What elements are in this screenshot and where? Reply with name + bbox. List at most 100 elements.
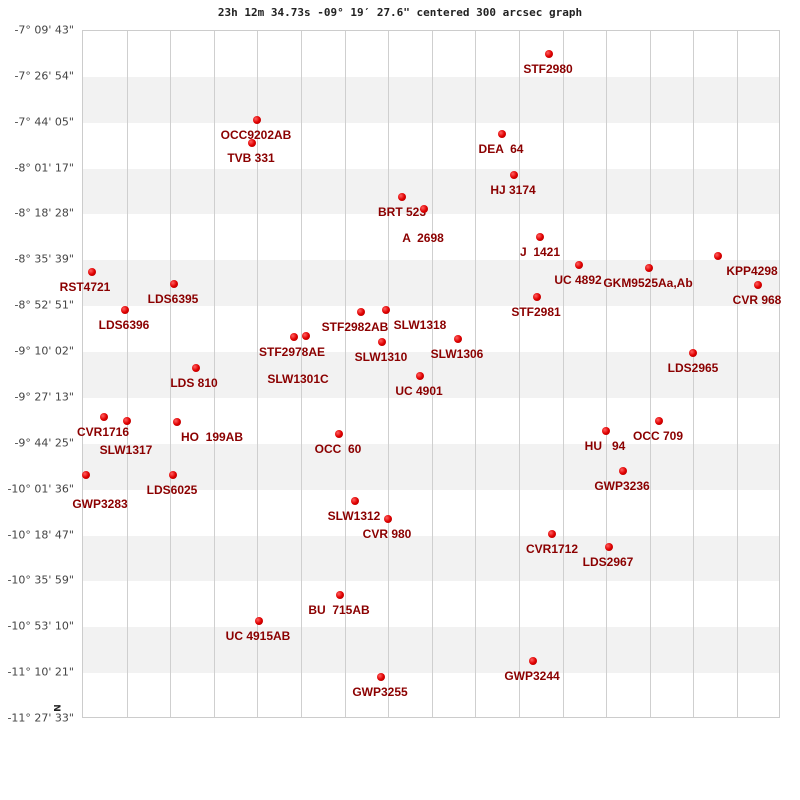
star-point[interactable] <box>536 233 544 241</box>
star-label: GWP3255 <box>352 685 408 699</box>
star-point[interactable] <box>605 543 613 551</box>
star-point[interactable] <box>336 591 344 599</box>
star-point[interactable] <box>123 417 131 425</box>
star-label: BU 715AB <box>308 603 370 617</box>
star-label: STF2981 <box>511 305 561 319</box>
star-point[interactable] <box>498 130 506 138</box>
y-tick-label: -9° 44' 25" <box>14 436 74 450</box>
star-point[interactable] <box>255 617 263 625</box>
star-label: HO 199AB <box>180 430 244 444</box>
star-point[interactable] <box>545 50 553 58</box>
grid-line-vertical <box>737 31 738 717</box>
star-label: KPP4298 <box>726 264 778 278</box>
star-label: STF2978AE <box>258 345 326 359</box>
y-tick-label: -10° 53' 10" <box>7 619 74 633</box>
star-point[interactable] <box>416 372 424 380</box>
star-point[interactable] <box>357 308 365 316</box>
star-point[interactable] <box>510 171 518 179</box>
y-tick-label: -10° 35' 59" <box>7 573 74 587</box>
grid-line-vertical <box>475 31 477 717</box>
grid-line-vertical <box>693 31 695 717</box>
star-label: OCC9202AB <box>220 128 292 142</box>
star-label: SLW1310 <box>354 350 408 364</box>
star-label: LDS6025 <box>146 483 198 497</box>
star-point[interactable] <box>575 261 583 269</box>
y-tick-label: -8° 52' 51" <box>14 298 74 312</box>
star-label: CVR1716 <box>76 425 130 439</box>
star-label: CVR 968 <box>732 293 782 307</box>
star-label: A 2698 <box>402 231 444 245</box>
star-point[interactable] <box>398 193 406 201</box>
star-point[interactable] <box>100 413 108 421</box>
star-point[interactable] <box>420 205 428 213</box>
star-label: UC 4901 <box>395 384 443 398</box>
star-point[interactable] <box>377 673 385 681</box>
star-point[interactable] <box>192 364 200 372</box>
star-point[interactable] <box>169 471 177 479</box>
star-point[interactable] <box>248 139 256 147</box>
grid-band <box>83 535 779 582</box>
star-point[interactable] <box>714 252 722 260</box>
star-point[interactable] <box>602 427 610 435</box>
star-label: LDS2965 <box>667 361 719 375</box>
star-label: GWP3283 <box>72 497 128 511</box>
grid-line-vertical <box>213 31 215 717</box>
star-label: SLW1312 <box>327 509 381 523</box>
star-label: SLW1318 <box>393 318 447 332</box>
grid-band <box>83 76 779 123</box>
star-label: LDS6395 <box>147 292 199 306</box>
grid-line-vertical <box>344 31 346 717</box>
grid-line-vertical <box>170 31 172 717</box>
star-label: RST4721 <box>59 280 111 294</box>
grid-line-vertical <box>431 31 433 717</box>
grid-line-vertical <box>649 31 651 717</box>
star-point[interactable] <box>88 268 96 276</box>
star-point[interactable] <box>655 417 663 425</box>
grid-line-vertical <box>388 31 390 717</box>
star-point[interactable] <box>253 116 261 124</box>
grid-line-vertical <box>126 31 128 717</box>
star-point[interactable] <box>82 471 90 479</box>
star-label: GWP3236 <box>594 479 650 493</box>
y-tick-label: -11° 10' 21" <box>7 665 74 679</box>
star-point[interactable] <box>529 657 537 665</box>
star-label: CVR1712 <box>525 542 579 556</box>
star-label: UC 4892 <box>554 273 602 287</box>
star-label: LDS2967 <box>582 555 634 569</box>
star-point[interactable] <box>335 430 343 438</box>
star-label: OCC 709 <box>632 429 684 443</box>
star-point[interactable] <box>173 418 181 426</box>
star-point[interactable] <box>384 515 392 523</box>
star-label: GWP3244 <box>504 669 560 683</box>
grid-line-vertical <box>606 31 608 717</box>
star-point[interactable] <box>689 349 697 357</box>
star-label: CVR 980 <box>362 527 412 541</box>
star-point[interactable] <box>121 306 129 314</box>
star-point[interactable] <box>290 333 298 341</box>
star-point[interactable] <box>378 338 386 346</box>
star-label: GKM9525Aa,Ab <box>603 276 693 290</box>
star-label: BRT 523 <box>377 205 427 219</box>
grid-band <box>83 443 779 490</box>
star-label: STF2982AB <box>321 320 389 334</box>
star-label: HU 94 <box>584 439 626 453</box>
grid-line-vertical <box>257 31 259 717</box>
star-label: LDS 810 <box>170 376 218 390</box>
grid-line-vertical <box>519 31 520 717</box>
star-point[interactable] <box>351 497 359 505</box>
star-label: DEA 64 <box>478 142 524 156</box>
star-point[interactable] <box>382 306 390 314</box>
star-label: HJ 3174 <box>490 183 536 197</box>
star-point[interactable] <box>619 467 627 475</box>
star-point[interactable] <box>302 332 310 340</box>
star-point[interactable] <box>548 530 556 538</box>
star-point[interactable] <box>533 293 541 301</box>
star-point[interactable] <box>454 335 462 343</box>
star-point[interactable] <box>754 281 762 289</box>
y-tick-label: -7° 44' 05" <box>14 115 74 129</box>
star-label: TVB 331 <box>227 151 275 165</box>
star-label: STF2980 <box>523 62 573 76</box>
star-point[interactable] <box>170 280 178 288</box>
star-point[interactable] <box>645 264 653 272</box>
y-tick-label: -11° 27' 33" <box>7 711 74 725</box>
